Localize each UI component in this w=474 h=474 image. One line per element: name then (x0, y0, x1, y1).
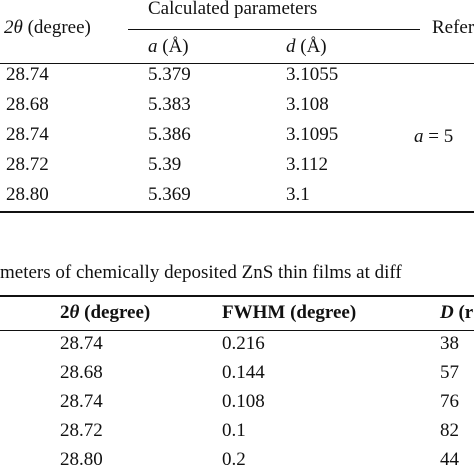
cell-crystallite-size: 38 (440, 333, 459, 354)
column-header-two-theta: 2θ (degree) (4, 17, 91, 38)
column-header-fwhm: FWHM (degree) (222, 302, 357, 323)
cell-a: 5.383 (148, 94, 191, 115)
column-header-a: a (Å) (148, 36, 189, 57)
table-caption: meters of chemically deposited ZnS thin … (0, 262, 402, 283)
reference-value: a = 5 (414, 126, 454, 147)
cell-two-theta: 28.74 (60, 391, 103, 412)
cell-crystallite-size: 82 (440, 420, 459, 441)
group-underline (128, 29, 420, 30)
cell-two-theta: 28.74 (60, 333, 103, 354)
cell-a: 5.379 (148, 64, 191, 85)
cell-d: 3.1055 (286, 64, 339, 85)
cell-d: 3.1 (286, 184, 310, 205)
cell-two-theta: 28.68 (6, 94, 49, 115)
cell-fwhm: 0.2 (222, 449, 246, 470)
cell-a: 5.369 (148, 184, 191, 205)
cell-two-theta: 28.72 (6, 154, 49, 175)
cell-two-theta: 28.74 (6, 124, 49, 145)
column-header-d: d (Å) (286, 36, 327, 57)
cell-two-theta: 28.80 (6, 184, 49, 205)
column-header-crystallite-size: D (r (440, 302, 474, 323)
cell-crystallite-size: 44 (440, 449, 459, 470)
cell-d: 3.1095 (286, 124, 339, 145)
cell-fwhm: 0.144 (222, 362, 265, 383)
cell-crystallite-size: 57 (440, 362, 459, 383)
cell-d: 3.108 (286, 94, 329, 115)
table-bottom-rule (0, 211, 474, 213)
cell-fwhm: 0.1 (222, 420, 246, 441)
cell-d: 3.112 (286, 154, 329, 175)
column-group-calculated-parameters: Calculated parameters (148, 0, 318, 19)
cell-fwhm: 0.216 (222, 333, 265, 354)
cell-two-theta: 28.74 (6, 64, 49, 85)
cell-two-theta: 28.80 (60, 449, 103, 470)
cell-two-theta: 28.72 (60, 420, 103, 441)
column-header-two-theta: 2θ (degree) (60, 302, 151, 323)
cell-a: 5.39 (148, 154, 182, 175)
header-bottom-rule (0, 330, 474, 331)
header-bottom-rule (0, 63, 474, 64)
cell-crystallite-size: 76 (440, 391, 459, 412)
cell-fwhm: 0.108 (222, 391, 265, 412)
table-top-rule (0, 295, 474, 297)
column-header-reference: Refer (432, 17, 474, 38)
cell-a: 5.386 (148, 124, 191, 145)
cell-two-theta: 28.68 (60, 362, 103, 383)
